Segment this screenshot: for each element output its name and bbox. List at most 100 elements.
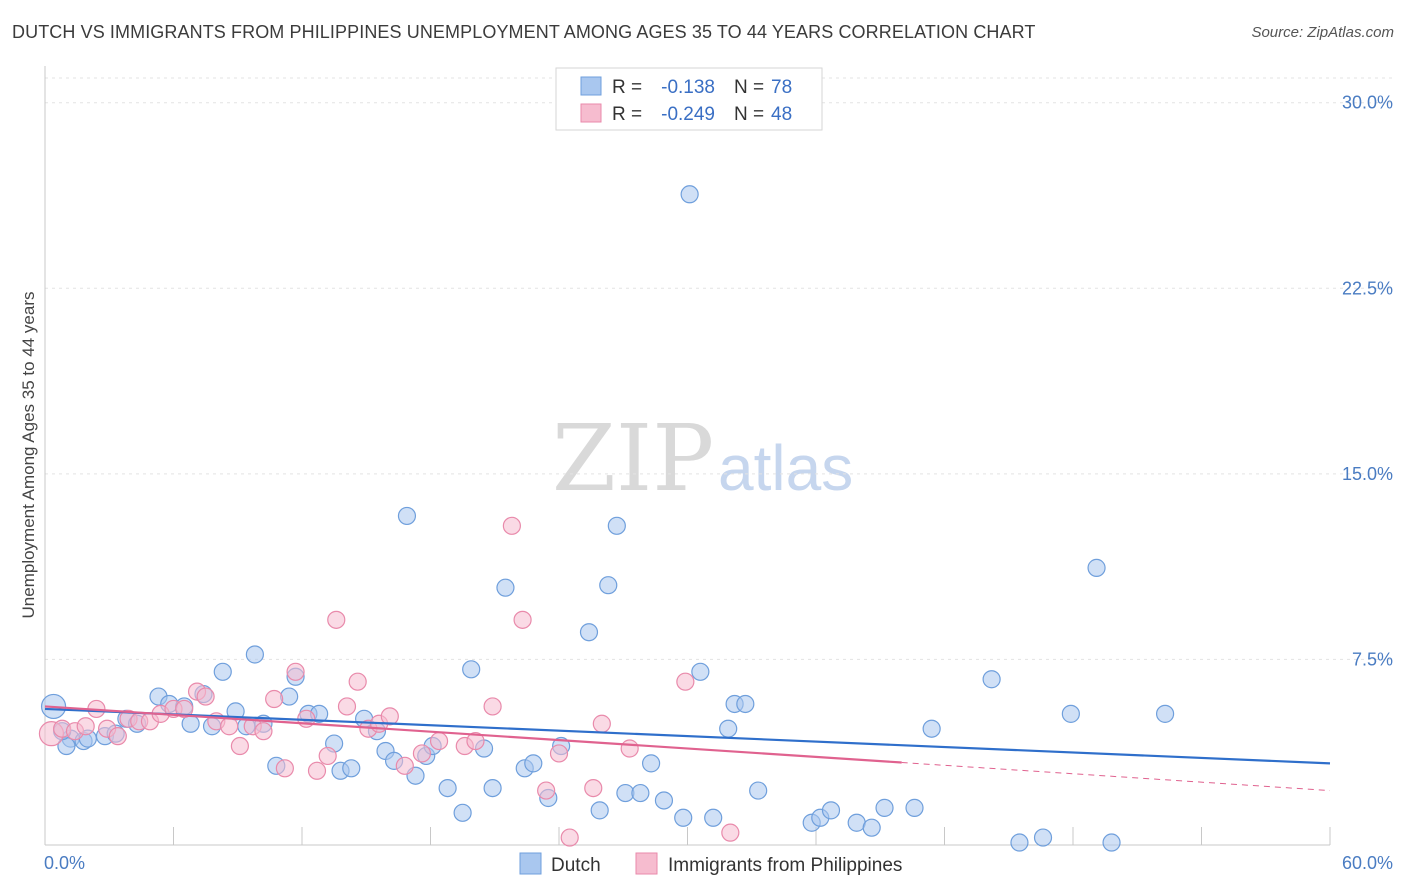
dutch-point xyxy=(342,759,361,778)
stats-dutch-n-value: 78 xyxy=(771,77,792,98)
legend-philippines-label: Immigrants from Philippines xyxy=(668,855,902,876)
dutch-point xyxy=(875,798,894,817)
y-tick-label: 22.5% xyxy=(1342,278,1393,298)
philippines-trend-line-extension xyxy=(901,762,1331,792)
philippines-point xyxy=(286,662,305,681)
stats-dutch-r-label: R = xyxy=(612,77,642,98)
stats-philippines-r-label: R = xyxy=(612,104,642,125)
dutch-point xyxy=(1010,833,1029,852)
dutch-point xyxy=(1102,833,1121,852)
philippines-point xyxy=(108,727,127,746)
philippines-trend-line xyxy=(44,705,902,764)
dutch-point xyxy=(736,694,755,714)
y-tick-labels: 7.5% 15.0% 22.5% 30.0% xyxy=(1342,93,1393,670)
philippines-point xyxy=(327,610,346,629)
dutch-point xyxy=(1033,828,1053,847)
philippines-point xyxy=(380,707,399,726)
watermark-zip: ZIP xyxy=(552,405,714,512)
y-axis-label: Unemployment Among Ages 35 to 44 years xyxy=(19,292,38,619)
dutch-point xyxy=(719,719,738,738)
philippines-point xyxy=(196,687,215,706)
dutch-point xyxy=(496,578,515,597)
philippines-point xyxy=(175,699,194,719)
legend-dutch-swatch xyxy=(519,852,542,875)
dutch-point xyxy=(821,801,841,820)
source-label: Source: ZipAtlas.com xyxy=(1251,24,1394,41)
x-tick-label-max: 60.0% xyxy=(1342,853,1393,873)
dutch-point xyxy=(280,687,299,706)
dutch-point xyxy=(590,801,609,820)
dutch-point xyxy=(982,670,1001,689)
philippines-point xyxy=(265,689,284,709)
x-tick-label-min: 0.0% xyxy=(44,853,85,873)
stats-philippines-n-label: N = xyxy=(734,104,764,125)
legend: Dutch Immigrants from Philippines xyxy=(519,852,902,876)
dutch-point xyxy=(599,576,618,595)
stats-dutch-n-label: N = xyxy=(734,77,764,98)
legend-dutch-label: Dutch xyxy=(551,855,601,876)
philippines-point xyxy=(76,717,95,736)
watermark: ZIP atlas xyxy=(552,405,853,512)
dutch-point xyxy=(1061,704,1080,723)
dutch-point xyxy=(641,754,661,773)
philippines-point xyxy=(483,697,502,716)
dutch-point xyxy=(453,803,472,822)
philippines-point xyxy=(348,672,367,691)
philippines-point xyxy=(307,761,327,780)
dutch-point xyxy=(607,516,626,535)
philippines-point xyxy=(412,744,432,763)
philippines-point xyxy=(502,516,521,535)
philippines-point xyxy=(275,759,294,778)
dutch-point xyxy=(674,808,693,827)
stats-philippines-n-value: 48 xyxy=(771,104,792,125)
dutch-point xyxy=(462,660,481,679)
philippines-point xyxy=(676,672,695,691)
philippines-point xyxy=(592,714,611,733)
chart-title: DUTCH VS IMMIGRANTS FROM PHILIPPINES UNE… xyxy=(12,22,1036,42)
dutch-points xyxy=(40,185,1175,852)
watermark-atlas: atlas xyxy=(718,432,853,504)
dutch-point xyxy=(704,808,723,827)
stats-dutch-r-value: -0.138 xyxy=(661,77,715,98)
philippines-point xyxy=(620,739,639,758)
philippines-point xyxy=(721,823,740,842)
dutch-point xyxy=(631,783,650,803)
dutch-point xyxy=(483,778,502,798)
legend-philippines-swatch xyxy=(635,852,658,875)
dutch-point xyxy=(397,506,417,526)
philippines-point xyxy=(337,697,357,716)
dutch-point xyxy=(245,645,264,664)
philippines-point xyxy=(254,722,273,741)
stats-dutch-swatch xyxy=(580,76,602,96)
dutch-point xyxy=(579,623,599,642)
dutch-point xyxy=(680,185,699,204)
dutch-point xyxy=(691,662,710,681)
trend-lines xyxy=(44,705,1331,792)
stats-philippines-swatch xyxy=(580,103,602,123)
dutch-point xyxy=(749,781,768,800)
dutch-point xyxy=(213,662,232,681)
philippines-point xyxy=(318,746,337,766)
y-tick-label: 7.5% xyxy=(1352,649,1393,669)
philippines-point xyxy=(584,778,603,798)
philippines-point xyxy=(513,610,532,629)
dutch-point xyxy=(524,754,543,773)
y-tick-label: 15.0% xyxy=(1342,464,1393,484)
philippines-point xyxy=(466,731,485,751)
dutch-trend-line xyxy=(44,707,1331,765)
dutch-point xyxy=(1087,558,1106,577)
dutch-point xyxy=(905,798,924,817)
gridlines xyxy=(45,77,1392,660)
philippines-point xyxy=(537,781,556,800)
philippines-point xyxy=(549,744,569,763)
stats-box: R = -0.138 N = 78 R = -0.249 N = 48 xyxy=(555,67,823,131)
stats-philippines-r-value: -0.249 xyxy=(661,104,715,125)
dutch-point xyxy=(654,791,674,810)
philippines-point xyxy=(230,736,249,756)
philippines-point xyxy=(395,756,414,775)
y-tick-label: 30.0% xyxy=(1342,93,1393,113)
dutch-point xyxy=(438,778,457,798)
philippines-point xyxy=(560,828,579,847)
philippines-point xyxy=(429,731,449,751)
